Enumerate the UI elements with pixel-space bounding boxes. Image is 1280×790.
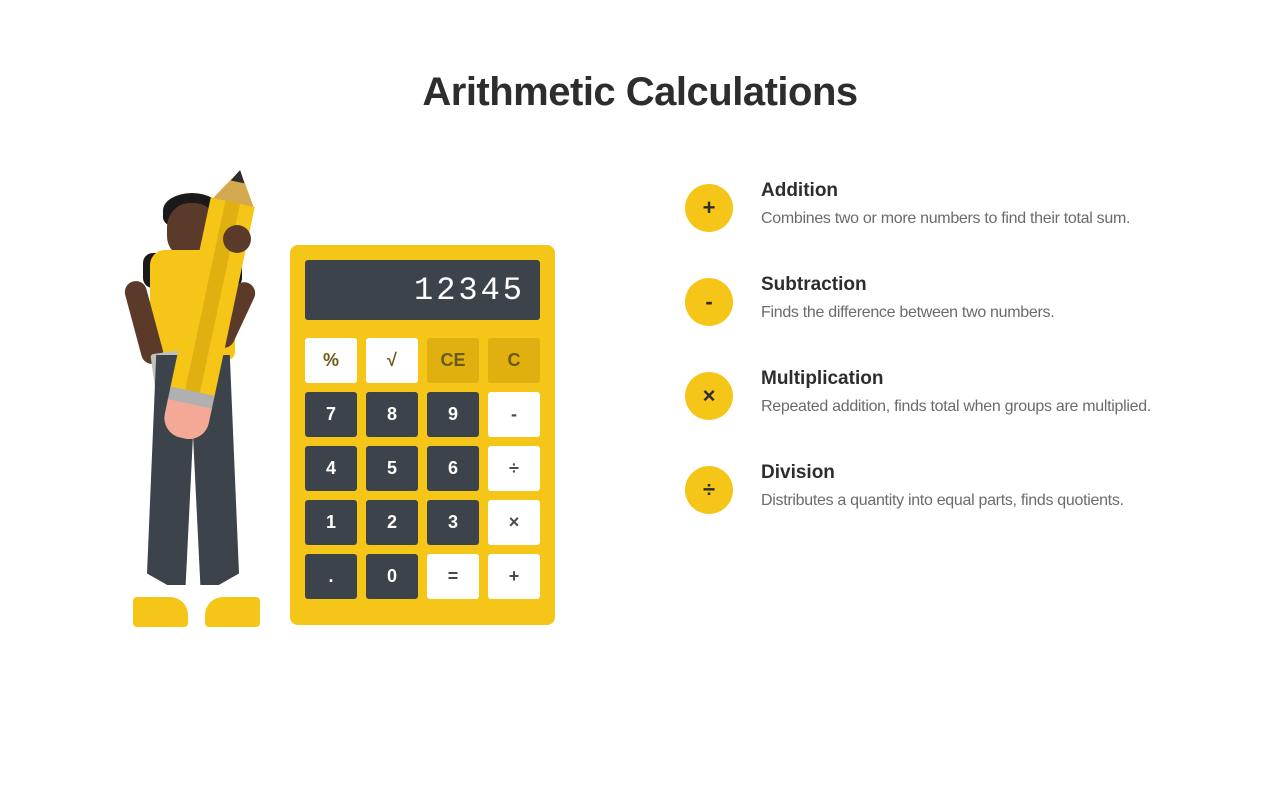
content-area: 12345 %√CEC789-456÷123×.0=+ +AdditionCom… bbox=[0, 175, 1280, 635]
division-icon: ÷ bbox=[685, 466, 733, 514]
operation-text: Addition Combines two or more numbers to … bbox=[761, 180, 1190, 230]
operation-description: Distributes a quantity into equal parts,… bbox=[761, 490, 1190, 512]
operation-item: - Subtraction Finds the difference between… bbox=[685, 274, 1190, 326]
calc-key-2: 2 bbox=[366, 500, 418, 545]
page-title: Arithmetic Calculations bbox=[0, 70, 1280, 115]
calc-key-5: 5 bbox=[366, 446, 418, 491]
operation-description: Repeated addition, finds total when grou… bbox=[761, 396, 1190, 418]
calculator-display: 12345 bbox=[305, 260, 540, 320]
calc-key-3: 3 bbox=[427, 500, 479, 545]
calc-key-%: % bbox=[305, 338, 357, 383]
multiplication-icon: × bbox=[685, 372, 733, 420]
calc-key-6: 6 bbox=[427, 446, 479, 491]
operation-title: Multiplication bbox=[761, 368, 1190, 390]
calc-key-.: . bbox=[305, 554, 357, 599]
operation-text: Subtraction Finds the difference between … bbox=[761, 274, 1190, 324]
operation-description: Finds the difference between two numbers… bbox=[761, 302, 1190, 324]
operation-title: Subtraction bbox=[761, 274, 1190, 296]
calc-key-CE: CE bbox=[427, 338, 479, 383]
operation-item: ÷ Division Distributes a quantity into equ… bbox=[685, 462, 1190, 514]
operation-title: Division bbox=[761, 462, 1190, 484]
calc-key-C: C bbox=[488, 338, 540, 383]
operation-item: × Multiplication Repeated addition, finds … bbox=[685, 368, 1190, 420]
operation-text: Division Distributes a quantity into equa… bbox=[761, 462, 1190, 512]
calc-key-=: = bbox=[427, 554, 479, 599]
calc-key-7: 7 bbox=[305, 392, 357, 437]
operation-text: Multiplication Repeated addition, finds t… bbox=[761, 368, 1190, 418]
operation-description: Combines two or more numbers to find the… bbox=[761, 208, 1190, 230]
calc-key-×: × bbox=[488, 500, 540, 545]
operation-item: + Addition Combines two or more numbers to… bbox=[685, 180, 1190, 232]
calc-key-÷: ÷ bbox=[488, 446, 540, 491]
calc-key-1: 1 bbox=[305, 500, 357, 545]
operation-title: Addition bbox=[761, 180, 1190, 202]
calc-key-4: 4 bbox=[305, 446, 357, 491]
illustration: 12345 %√CEC 789- 456÷ 123×.0=+ bbox=[105, 175, 555, 635]
calc-key--: - bbox=[488, 392, 540, 437]
calc-key-√: √ bbox=[366, 338, 418, 383]
calc-key-9: 9 bbox=[427, 392, 479, 437]
addition-icon: + bbox=[685, 184, 733, 232]
calculator-keys: %√CEC 789- 456÷ 123×.0=+ bbox=[305, 338, 540, 599]
operations-list: + Addition Combines two or more numbers to… bbox=[555, 175, 1190, 635]
calc-key-0: 0 bbox=[366, 554, 418, 599]
calculator-illustration: 12345 %√CEC 789- 456÷ 123×.0=+ bbox=[290, 245, 555, 625]
subtraction-icon: - bbox=[685, 278, 733, 326]
calc-key-8: 8 bbox=[366, 392, 418, 437]
calc-key-+: + bbox=[488, 554, 540, 599]
